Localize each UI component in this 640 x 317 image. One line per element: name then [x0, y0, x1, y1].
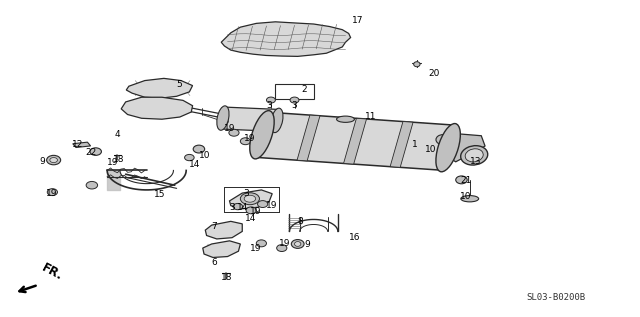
Text: 7: 7	[212, 222, 218, 230]
Text: 20: 20	[428, 69, 440, 78]
Text: 9: 9	[304, 240, 310, 249]
Text: 3: 3	[291, 100, 297, 110]
Ellipse shape	[413, 62, 420, 67]
Ellipse shape	[246, 207, 256, 214]
Text: 2: 2	[301, 85, 307, 94]
Text: 10: 10	[425, 145, 436, 153]
Text: 18: 18	[221, 273, 233, 282]
Text: 3: 3	[266, 100, 271, 110]
Polygon shape	[445, 133, 485, 162]
Ellipse shape	[461, 196, 479, 202]
Ellipse shape	[47, 189, 58, 196]
Text: 6: 6	[212, 258, 218, 267]
Text: 3: 3	[244, 189, 250, 197]
Ellipse shape	[244, 195, 255, 202]
Polygon shape	[203, 241, 241, 257]
Polygon shape	[297, 115, 320, 161]
Ellipse shape	[47, 155, 61, 165]
Ellipse shape	[229, 129, 239, 136]
Text: 22: 22	[86, 148, 97, 157]
Polygon shape	[73, 142, 91, 147]
Ellipse shape	[90, 148, 101, 155]
Ellipse shape	[250, 111, 274, 159]
Ellipse shape	[193, 145, 205, 153]
Ellipse shape	[256, 240, 266, 247]
Text: 13: 13	[470, 157, 481, 166]
Text: FR.: FR.	[40, 261, 65, 283]
Ellipse shape	[291, 240, 304, 248]
Text: 18: 18	[113, 155, 124, 164]
Text: 19: 19	[225, 124, 236, 133]
Ellipse shape	[233, 204, 243, 210]
Ellipse shape	[465, 149, 483, 162]
Ellipse shape	[266, 97, 275, 103]
Ellipse shape	[337, 116, 355, 122]
Text: 21: 21	[460, 176, 472, 185]
Text: 19: 19	[106, 158, 118, 167]
Text: 10: 10	[460, 192, 472, 201]
Text: 8: 8	[298, 217, 303, 226]
Text: 14: 14	[245, 214, 256, 223]
Text: 19: 19	[244, 133, 255, 143]
Text: 1: 1	[412, 140, 418, 149]
Polygon shape	[205, 221, 243, 239]
Text: 16: 16	[349, 233, 360, 242]
Ellipse shape	[276, 245, 287, 251]
Ellipse shape	[257, 201, 268, 208]
Text: 17: 17	[352, 16, 364, 25]
Ellipse shape	[241, 193, 259, 205]
Ellipse shape	[294, 242, 301, 246]
Text: 14: 14	[237, 203, 248, 212]
Polygon shape	[344, 118, 367, 164]
Ellipse shape	[436, 135, 450, 145]
Text: 19: 19	[46, 189, 58, 197]
Text: 10: 10	[199, 151, 211, 160]
Text: 15: 15	[154, 190, 166, 199]
Text: 19: 19	[278, 239, 290, 248]
Text: 12: 12	[72, 140, 83, 149]
Ellipse shape	[241, 138, 250, 145]
Text: 19: 19	[250, 243, 261, 253]
Text: 14: 14	[189, 160, 201, 169]
Ellipse shape	[217, 106, 229, 130]
Ellipse shape	[86, 181, 98, 189]
Text: 11: 11	[365, 112, 376, 120]
Polygon shape	[390, 121, 413, 167]
Ellipse shape	[436, 124, 460, 172]
Polygon shape	[126, 78, 193, 98]
Polygon shape	[221, 22, 351, 56]
Ellipse shape	[50, 158, 58, 163]
Polygon shape	[255, 112, 454, 170]
Ellipse shape	[184, 154, 194, 161]
Text: 4: 4	[115, 130, 120, 139]
Text: SL03-B0200B: SL03-B0200B	[526, 294, 586, 302]
Text: 19: 19	[266, 201, 277, 210]
Text: 5: 5	[177, 80, 182, 89]
Polygon shape	[121, 97, 193, 119]
Polygon shape	[221, 107, 279, 131]
Text: 3: 3	[230, 203, 236, 212]
Ellipse shape	[218, 118, 228, 125]
Polygon shape	[230, 190, 272, 209]
Ellipse shape	[461, 146, 488, 165]
Ellipse shape	[271, 108, 283, 133]
Ellipse shape	[290, 97, 299, 103]
Text: 19: 19	[250, 207, 261, 217]
Text: 9: 9	[40, 157, 45, 166]
Ellipse shape	[456, 176, 467, 184]
